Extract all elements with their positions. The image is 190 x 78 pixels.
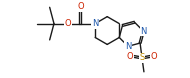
Text: S: S: [139, 53, 145, 62]
Text: O: O: [151, 51, 158, 61]
Text: O: O: [77, 2, 84, 11]
Text: O: O: [127, 51, 133, 61]
Text: N: N: [125, 42, 131, 51]
Text: N: N: [140, 27, 146, 36]
Text: N: N: [92, 19, 98, 28]
Text: O: O: [65, 19, 71, 28]
